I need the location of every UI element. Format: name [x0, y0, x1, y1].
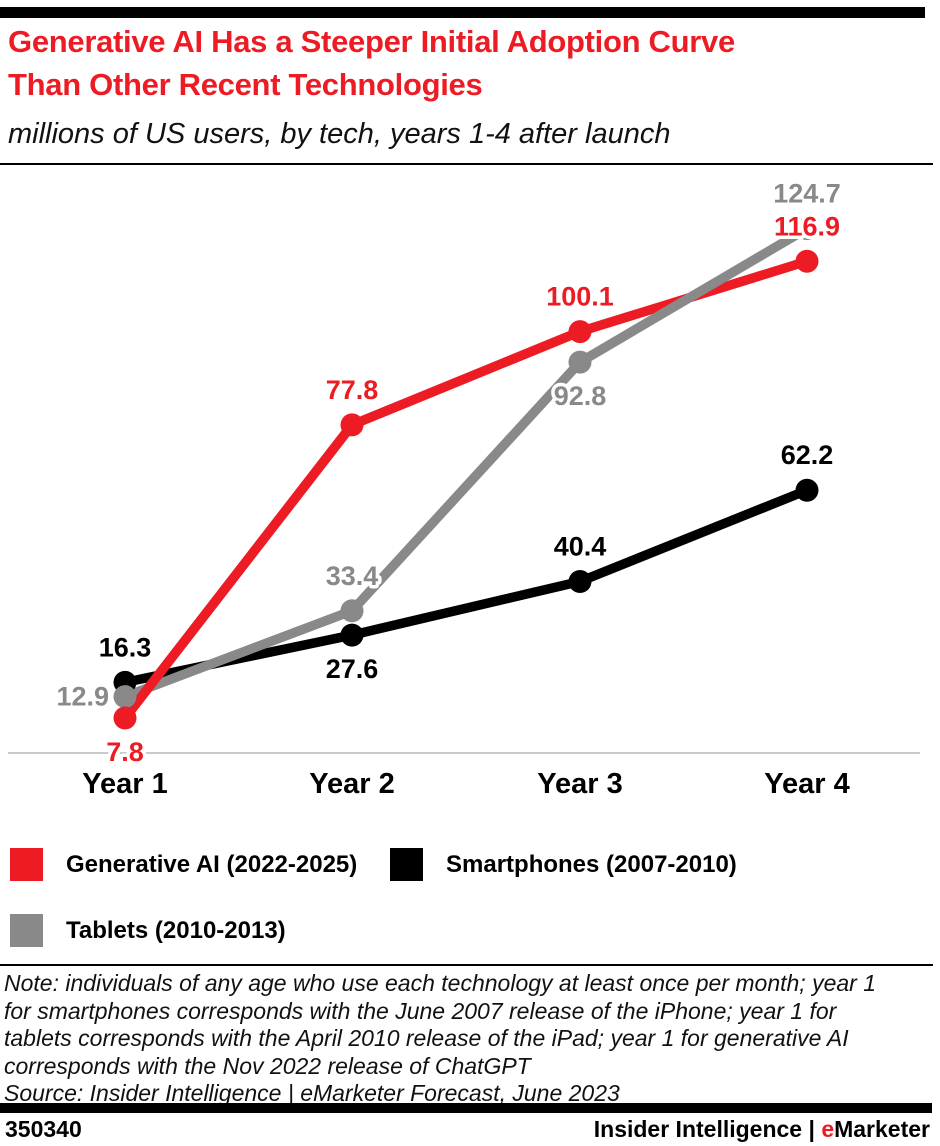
- footer-chart-id: 350340: [5, 1116, 82, 1142]
- value-label-tablets-2010-2013-year2: 33.4: [326, 561, 379, 591]
- value-label-generative-ai-2022-2025-year1: 7.8: [106, 737, 144, 767]
- value-label-smartphones-2007-2010-year1: 16.3: [99, 632, 152, 662]
- footer-brand-rest: Marketer: [834, 1116, 930, 1142]
- top-black-bar: [0, 7, 925, 18]
- value-label-tablets-2010-2013-year4: 124.7: [773, 179, 841, 209]
- data-point-tablets-2010-2013-year3: [568, 350, 592, 374]
- footer-brand-prefix: Insider Intelligence |: [593, 1116, 822, 1142]
- legend-item-smartphones: Smartphones (2007-2010): [390, 848, 737, 881]
- data-point-tablets-2010-2013-year2: [340, 599, 364, 623]
- x-tick-label-year4: Year 4: [764, 768, 849, 800]
- legend-swatch-smartphones: [390, 848, 423, 881]
- data-point-generative-ai-2022-2025-year1: [113, 706, 137, 730]
- value-label-tablets-2010-2013-year3: 92.8: [554, 381, 607, 411]
- value-label-generative-ai-2022-2025-year4: 116.9: [774, 211, 840, 241]
- chart-subtitle: millions of US users, by tech, years 1-4…: [8, 118, 671, 150]
- legend-swatch-generative-ai: [10, 848, 43, 881]
- chart-svg: 7.8 77.8 100.1 116.9 16.3 27.6 40.4 62.2 12.9 33.…: [8, 175, 920, 800]
- data-point-generative-ai-2022-2025-year2: [340, 413, 364, 437]
- value-label-generative-ai-2022-2025-year2: 77.8: [326, 375, 379, 405]
- x-tick-label-year2: Year 2: [309, 768, 394, 800]
- footer-black-bar: [0, 1103, 932, 1113]
- legend-label-smartphones: Smartphones (2007-2010): [446, 850, 737, 878]
- data-point-smartphones-2007-2010-year2: [340, 623, 364, 647]
- chart-title: Generative AI Has a Steeper Initial Adop…: [8, 24, 735, 102]
- legend-label-tablets: Tablets (2010-2013): [66, 916, 286, 944]
- value-label-smartphones-2007-2010-year4: 62.2: [781, 440, 834, 470]
- x-tick-label-year1: Year 1: [82, 768, 167, 800]
- value-label-generative-ai-2022-2025-year3: 100.1: [546, 282, 614, 312]
- legend-label-generative-ai: Generative AI (2022-2025): [66, 850, 358, 878]
- x-tick-label-year3: Year 3: [537, 768, 622, 800]
- data-point-tablets-2010-2013-year4: [795, 217, 819, 241]
- value-label-smartphones-2007-2010-year3: 40.4: [554, 531, 607, 561]
- value-label-tablets-2010-2013-year1: 12.9: [56, 682, 109, 712]
- legend-swatch-tablets: [10, 914, 43, 947]
- note-text: Note: individuals of any age who use eac…: [4, 970, 876, 1079]
- data-point-generative-ai-2022-2025-year3: [568, 320, 592, 344]
- series-line-overlay-generative-ai-2022-2025: [121, 422, 356, 721]
- legend-item-generative-ai: Generative AI (2022-2025): [10, 848, 357, 881]
- series-line-tablets-2010-2013: [123, 224, 810, 702]
- data-point-smartphones-2007-2010-year4: [795, 478, 819, 502]
- legend-item-tablets: Tablets (2010-2013): [10, 914, 286, 947]
- header-divider: [0, 163, 933, 165]
- source-text: Source: Insider Intelligence | eMarketer…: [4, 1080, 620, 1106]
- data-point-generative-ai-2022-2025-year4: [795, 249, 819, 273]
- note-block: Note: individuals of any age who use eac…: [0, 964, 933, 1108]
- footer-brand: Insider Intelligence | eMarketer: [594, 1116, 930, 1143]
- data-point-tablets-2010-2013-year1: [113, 685, 137, 709]
- footer-brand-e: e: [821, 1116, 835, 1142]
- value-label-smartphones-2007-2010-year2: 27.6: [326, 654, 379, 684]
- data-point-smartphones-2007-2010-year3: [568, 569, 592, 593]
